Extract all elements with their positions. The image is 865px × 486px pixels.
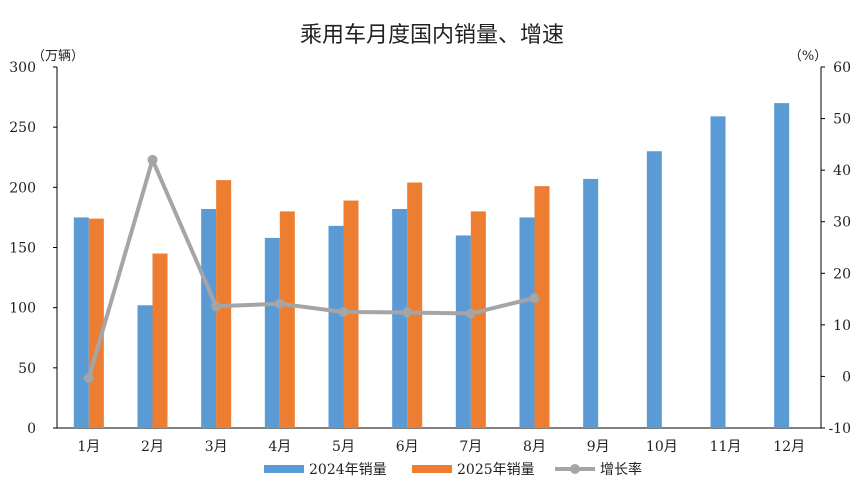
point-增长率 — [465, 308, 476, 319]
x-tick-label: 10月 — [646, 439, 678, 455]
bar-2024年销量 — [519, 217, 535, 428]
right-axis-unit: （%） — [789, 49, 827, 64]
bar-2024年销量 — [137, 305, 153, 428]
legend-label-2025年销量: 2025年销量 — [457, 462, 535, 478]
bar-2024年销量 — [583, 178, 599, 428]
right-tick-label: 20 — [833, 266, 851, 282]
bar-2024年销量 — [392, 208, 408, 428]
x-tick-label: 4月 — [268, 439, 291, 455]
bar-2024年销量 — [328, 225, 344, 428]
right-tick-label: 50 — [833, 112, 851, 128]
x-tick-label: 2月 — [141, 439, 164, 455]
left-tick-label: 50 — [18, 361, 36, 377]
bar-2024年销量 — [73, 217, 89, 428]
left-axis-unit: （万辆） — [32, 49, 84, 64]
bar-2025年销量 — [407, 182, 423, 428]
bar-2025年销量 — [534, 186, 550, 428]
x-tick-label: 3月 — [205, 439, 228, 455]
legend: 2024年销量 2025年销量 增长率 — [264, 461, 642, 478]
bar-2025年销量 — [470, 211, 486, 428]
legend-marker-增长率 — [570, 464, 580, 474]
bar-2025年销量 — [279, 211, 295, 428]
line-layer — [83, 154, 540, 383]
right-tick-label: 30 — [833, 215, 851, 231]
point-增长率 — [83, 372, 94, 383]
x-tick-label: 11月 — [710, 439, 742, 455]
bar-2024年销量 — [774, 103, 790, 428]
x-tick-label: 12月 — [773, 439, 805, 455]
right-tick-label: 40 — [833, 163, 851, 179]
x-tick-label: 6月 — [396, 439, 419, 455]
line-增长率 — [86, 157, 535, 379]
left-tick-label: 300 — [9, 60, 36, 76]
point-增长率 — [402, 307, 413, 318]
bar-2024年销量 — [710, 116, 726, 428]
right-tick-label: 60 — [833, 60, 851, 76]
x-tick-label: 5月 — [332, 439, 355, 455]
point-增长率 — [274, 298, 285, 309]
bars-layer — [73, 103, 790, 428]
legend-swatch-2024年销量 — [264, 465, 304, 473]
point-增长率 — [338, 306, 349, 317]
x-tick-label: 7月 — [459, 439, 482, 455]
bar-2024年销量 — [646, 151, 662, 428]
left-tick-label: 100 — [9, 301, 36, 317]
chart-title: 乘用车月度国内销量、增速 — [300, 23, 564, 48]
right-tick-label: 0 — [842, 369, 851, 385]
legend-label-增长率: 增长率 — [600, 461, 642, 478]
left-tick-label: 250 — [9, 120, 36, 136]
point-增长率 — [529, 293, 540, 304]
point-增长率 — [211, 301, 222, 312]
x-tick-label: 8月 — [523, 439, 546, 455]
bar-2025年销量 — [343, 200, 359, 428]
bar-2024年销量 — [455, 235, 471, 428]
left-tick-label: 200 — [9, 180, 36, 196]
x-tick-label: 1月 — [77, 439, 100, 455]
bar-2025年销量 — [152, 253, 168, 428]
point-增长率 — [147, 154, 158, 165]
axes-layer: 0 50 100 150 200 250 300 -10 0 10 20 30 40 50 60 1月 2月 3月… — [9, 60, 851, 455]
right-tick-label: -10 — [828, 421, 851, 437]
left-tick-label: 150 — [9, 241, 36, 257]
x-tick-label: 9月 — [587, 439, 610, 455]
bar-2024年销量 — [201, 208, 217, 428]
bar-2025年销量 — [88, 218, 104, 428]
right-tick-label: 10 — [833, 318, 851, 334]
bar-2024年销量 — [264, 237, 280, 428]
legend-label-2024年销量: 2024年销量 — [309, 462, 387, 478]
left-tick-label: 0 — [27, 421, 36, 437]
legend-swatch-2025年销量 — [412, 465, 452, 473]
